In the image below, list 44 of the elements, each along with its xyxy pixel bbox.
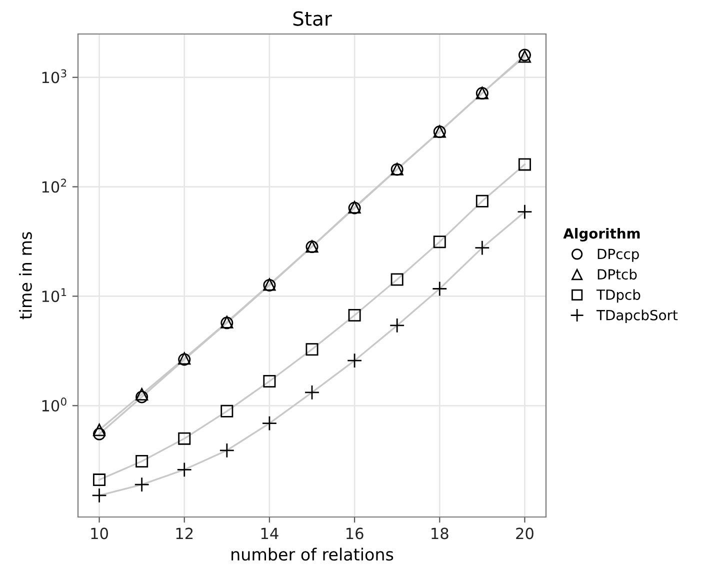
point [389, 318, 405, 334]
point [262, 416, 278, 431]
point [518, 158, 531, 171]
point [178, 432, 191, 445]
legend-label: TDpcb [596, 289, 640, 303]
point [474, 240, 490, 256]
point [517, 204, 532, 220]
point [476, 194, 488, 208]
x-tick-label: 18 [432, 528, 448, 540]
point [433, 236, 446, 248]
x-tick-label: 12 [176, 528, 193, 540]
point [136, 388, 148, 401]
point [390, 273, 404, 286]
point [304, 384, 320, 400]
legend-label: DPtcb [598, 268, 637, 280]
point [134, 476, 150, 492]
point [306, 343, 318, 356]
x-tick-label: 10 [91, 528, 108, 540]
point [219, 442, 235, 458]
point [92, 488, 107, 504]
y-tick-label: 10$^{2}$ [42, 178, 66, 193]
legend-label: DPccp [598, 248, 639, 262]
point [176, 462, 192, 478]
point [346, 352, 362, 368]
point [93, 474, 106, 486]
legend-label: TDapcbSort [596, 310, 678, 324]
x-tick-label: 16 [346, 528, 364, 540]
x-axis-title: number of relations [232, 548, 394, 561]
y-tick-label: 10$^{3}$ [42, 69, 66, 84]
point [136, 455, 148, 468]
x-tick-label: 20 [516, 528, 534, 540]
point [348, 308, 361, 322]
point [93, 428, 106, 440]
chart-title: Star [293, 11, 332, 26]
point [136, 390, 148, 404]
y-tick-label: 10$^{1}$ [42, 288, 66, 302]
point [93, 424, 106, 436]
y-axis-title: time in ms [19, 232, 32, 320]
y-tick-label: 10$^{0}$ [42, 398, 66, 412]
point [263, 375, 276, 388]
x-tick-label: 14 [261, 528, 278, 540]
legend-title: Algorithm [563, 228, 640, 242]
point [220, 404, 234, 418]
point [432, 281, 448, 296]
